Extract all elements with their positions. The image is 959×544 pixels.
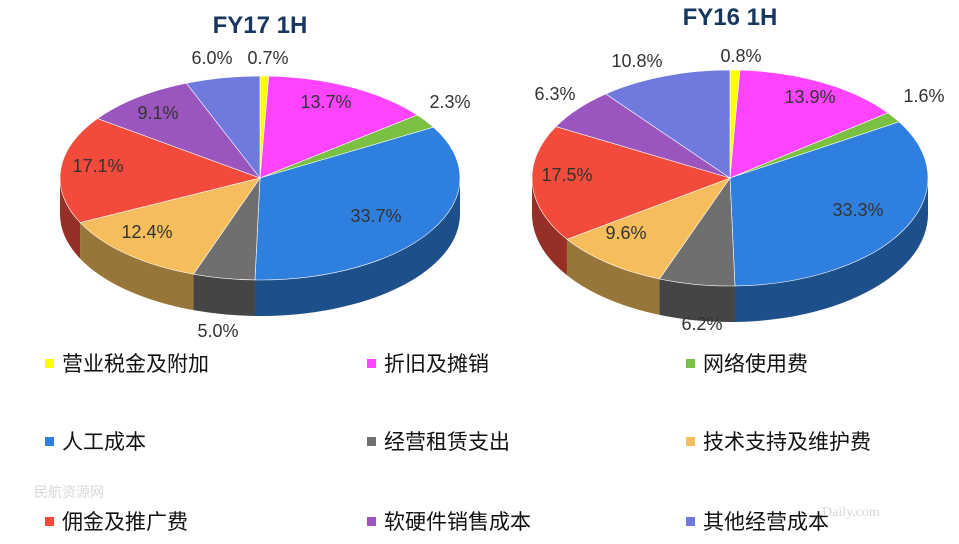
pie-slice-sales-cost bbox=[96, 82, 261, 179]
pie-label-labor: 33.7% bbox=[350, 206, 401, 226]
legend-swatch bbox=[45, 516, 54, 526]
legend-swatch bbox=[367, 358, 376, 368]
pie-label-lease: 6.2% bbox=[681, 314, 722, 334]
pie-label-other: 6.0% bbox=[191, 48, 232, 68]
legend-swatch bbox=[686, 358, 695, 368]
pie-slice-labor bbox=[729, 121, 929, 287]
pie-label-commission: 17.5% bbox=[541, 165, 592, 185]
pie-slice-tech-support bbox=[79, 177, 261, 275]
pie-label-lease: 5.0% bbox=[197, 321, 238, 341]
legend-swatch bbox=[686, 516, 695, 526]
legend-item-network: 网络使用费 bbox=[686, 348, 808, 378]
pie-side-commission bbox=[532, 178, 567, 276]
legend-item-lease: 经营租赁支出 bbox=[367, 426, 510, 456]
legend-swatch bbox=[45, 358, 54, 368]
legend-item-labor: 人工成本 bbox=[45, 426, 146, 456]
pie-side-tech-support bbox=[80, 222, 194, 311]
legend-swatch bbox=[686, 436, 695, 446]
legend-label: 佣金及推广费 bbox=[62, 510, 188, 534]
legend-item-commission: 佣金及推广费 bbox=[45, 506, 188, 536]
legend-label: 软硬件销售成本 bbox=[384, 510, 531, 534]
legend-label: 经营租赁支出 bbox=[384, 430, 510, 454]
legend-item-tax: 营业税金及附加 bbox=[45, 348, 209, 378]
pie-label-tech-support: 12.4% bbox=[121, 222, 172, 242]
pie-label-labor: 33.3% bbox=[832, 200, 883, 220]
pie-chart-fy16: 0.8% 13.9% 1.6% 33.3% 6.2% 9.6% 17.5% 6.3% 10.8% bbox=[531, 46, 945, 334]
pie-label-network: 1.6% bbox=[903, 86, 944, 106]
legend-item-other: 其他经营成本 bbox=[686, 506, 829, 536]
legend: 营业税金及附加 折旧及摊销 网络使用费 人工成本 经营租赁支出 技术支持及维护费… bbox=[0, 330, 959, 544]
pie-side-labor bbox=[734, 178, 928, 322]
pie-label-network: 2.3% bbox=[429, 92, 470, 112]
pie-label-tech-support: 9.6% bbox=[605, 223, 646, 243]
legend-label: 网络使用费 bbox=[703, 352, 808, 376]
pie-slice-labor bbox=[254, 126, 461, 281]
pie-slice-other bbox=[185, 75, 261, 179]
pie-side-lease bbox=[193, 274, 255, 316]
pie-side-lease bbox=[659, 278, 735, 322]
legend-label: 营业税金及附加 bbox=[62, 352, 209, 376]
watermark-left: 民航资源网 bbox=[34, 486, 104, 501]
pie-label-depreciation: 13.9% bbox=[784, 87, 835, 107]
legend-label: 人工成本 bbox=[62, 430, 146, 454]
legend-label: 其他经营成本 bbox=[703, 510, 829, 534]
pie-slice-commission bbox=[531, 126, 731, 240]
pie-label-sales-cost: 6.3% bbox=[534, 84, 575, 104]
pie-side-labor bbox=[254, 178, 460, 316]
pie-label-tax: 0.8% bbox=[720, 46, 761, 66]
pie-label-tax: 0.7% bbox=[247, 48, 288, 68]
pie-slice-tech-support bbox=[566, 177, 731, 280]
legend-label: 折旧及摊销 bbox=[384, 352, 489, 376]
pie-slice-depreciation bbox=[259, 75, 418, 179]
pie-slice-depreciation bbox=[729, 69, 889, 179]
legend-item-sales-cost: 软硬件销售成本 bbox=[367, 506, 531, 536]
watermark-right: Daily.com bbox=[822, 505, 880, 520]
chart-title-fy16: FY16 1H bbox=[683, 4, 778, 31]
legend-item-depreciation: 折旧及摊销 bbox=[367, 348, 489, 378]
pie-label-sales-cost: 9.1% bbox=[137, 103, 178, 123]
pie-label-commission: 17.1% bbox=[72, 156, 123, 176]
pie-slice-commission bbox=[59, 118, 262, 223]
pie-side-tech-support bbox=[566, 239, 660, 315]
pie-slice-other bbox=[605, 69, 731, 179]
legend-item-tech-support: 技术支持及维护费 bbox=[686, 426, 871, 456]
legend-swatch bbox=[367, 516, 376, 526]
legend-label: 技术支持及维护费 bbox=[703, 430, 871, 454]
chart-title-fy17: FY17 1H bbox=[213, 12, 308, 39]
legend-swatch bbox=[367, 436, 376, 446]
pie-side-commission bbox=[60, 178, 81, 259]
pie-label-other: 10.8% bbox=[611, 51, 662, 71]
pie-chart-fy17: 0.7% 13.7% 2.3% 33.7% 5.0% 12.4% 17.1% 9.1% 6.0% bbox=[59, 48, 471, 341]
legend-swatch bbox=[45, 436, 54, 446]
pie-label-depreciation: 13.7% bbox=[300, 92, 351, 112]
